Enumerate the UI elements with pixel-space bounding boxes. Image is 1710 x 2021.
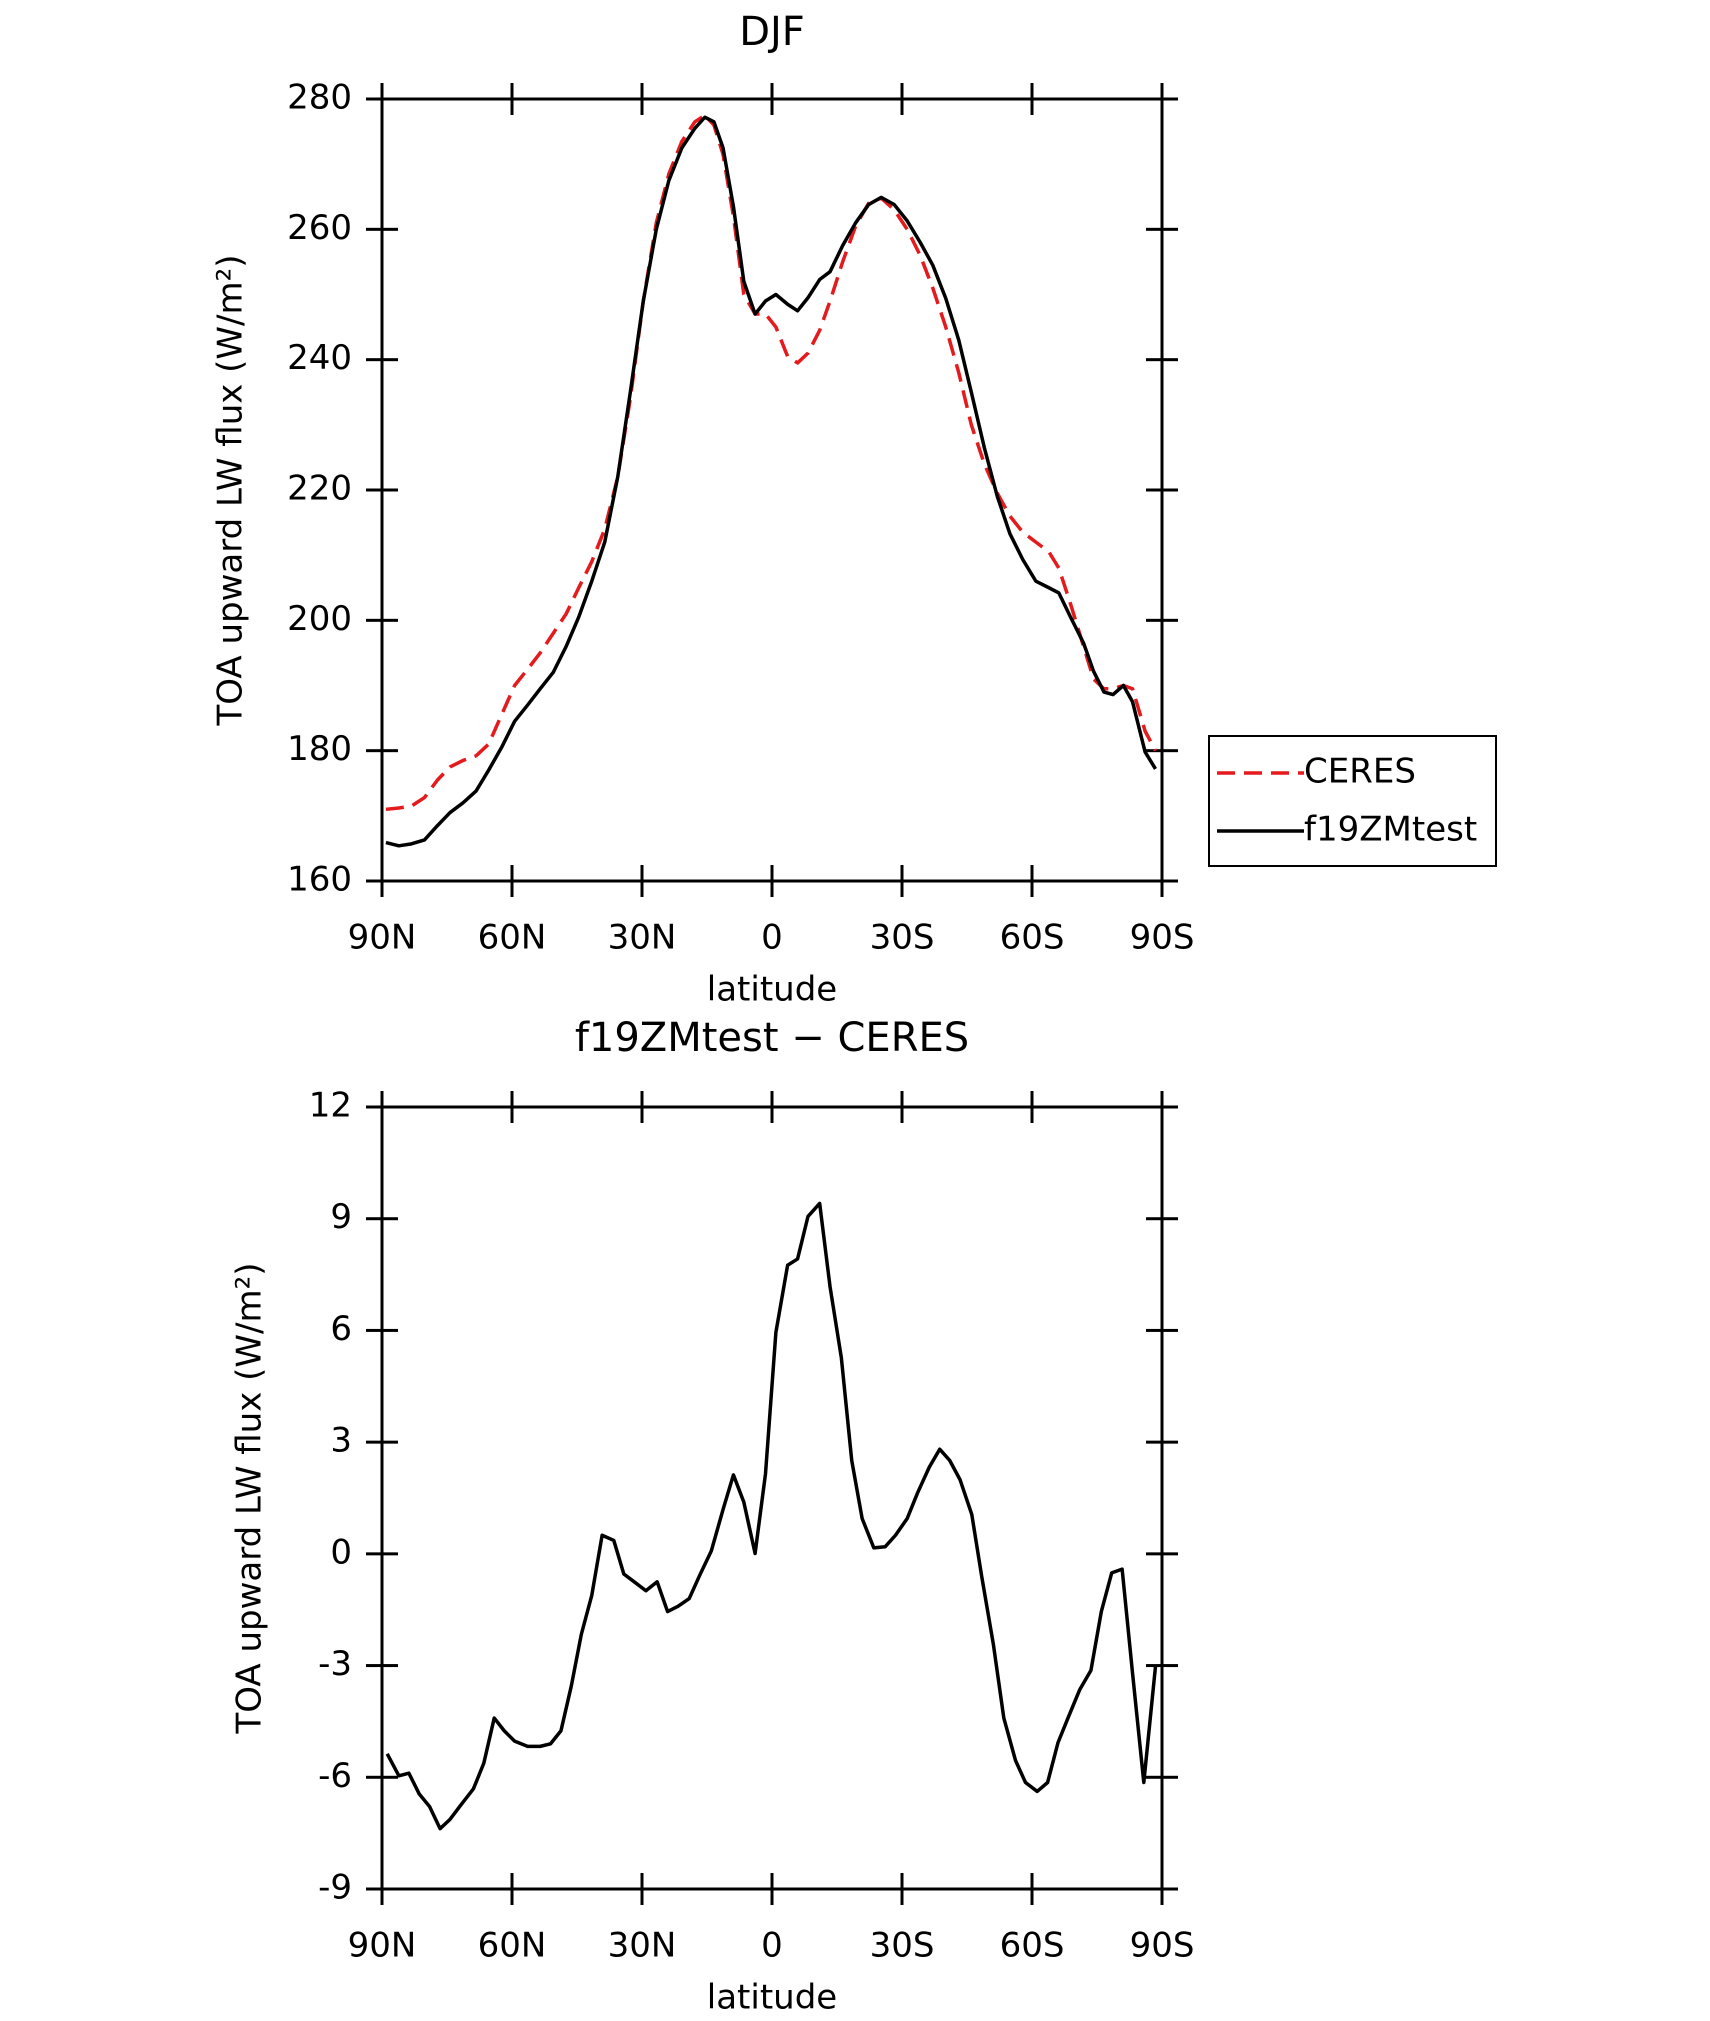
plot-frame [380,97,1164,883]
x-tick-label: 30S [870,1926,935,1966]
y-tick-label: 180 [287,729,352,769]
chart-title: DJF [739,9,805,55]
x-tick-label: 30N [608,1926,677,1966]
x-tick-label: 60S [1000,918,1065,958]
x-tick-label: 90N [348,1926,417,1966]
legend-label: f19ZMtest [1304,810,1477,850]
data-line [385,113,1158,812]
y-tick-label: 260 [287,208,352,248]
y-tick-label: 0 [330,1532,352,1572]
chart-title: f19ZMtest − CERES [575,1015,969,1061]
y-tick-label: -6 [318,1756,352,1796]
y-tick-label: 280 [287,78,352,118]
x-tick-label: 90S [1130,918,1195,958]
x-tick-label: 60S [1000,1926,1065,1966]
y-tick-label: 200 [287,599,352,639]
x-tick-label: 60N [478,1926,547,1966]
x-tick-label: 30S [870,918,935,958]
data-line [385,1201,1158,1831]
y-tick-label: -3 [318,1644,352,1684]
y-axis-label: TOA upward LW flux (W/m²) [211,254,251,726]
y-axis-label: TOA upward LW flux (W/m²) [230,1262,270,1734]
y-tick-label: 6 [330,1309,352,1349]
y-tick-label: 12 [309,1086,352,1126]
y-tick-label: 3 [330,1421,352,1461]
plot-frame [380,1105,1164,1891]
x-tick-label: 0 [761,1926,783,1966]
data-line [385,115,1157,848]
y-tick-label: -9 [318,1868,352,1908]
y-tick-label: 9 [330,1197,352,1237]
legend-label: CERES [1304,752,1416,792]
y-tick-label: 160 [287,860,352,900]
x-tick-label: 90N [348,918,417,958]
x-tick-label: 30N [608,918,677,958]
x-tick-label: 60N [478,918,547,958]
y-tick-label: 220 [287,469,352,509]
x-axis-label: latitude [707,970,837,1010]
legend-box [1208,735,1497,867]
y-tick-label: 240 [287,338,352,378]
x-tick-label: 90S [1130,1926,1195,1966]
x-axis-label: latitude [707,1978,837,2018]
x-tick-label: 0 [761,918,783,958]
